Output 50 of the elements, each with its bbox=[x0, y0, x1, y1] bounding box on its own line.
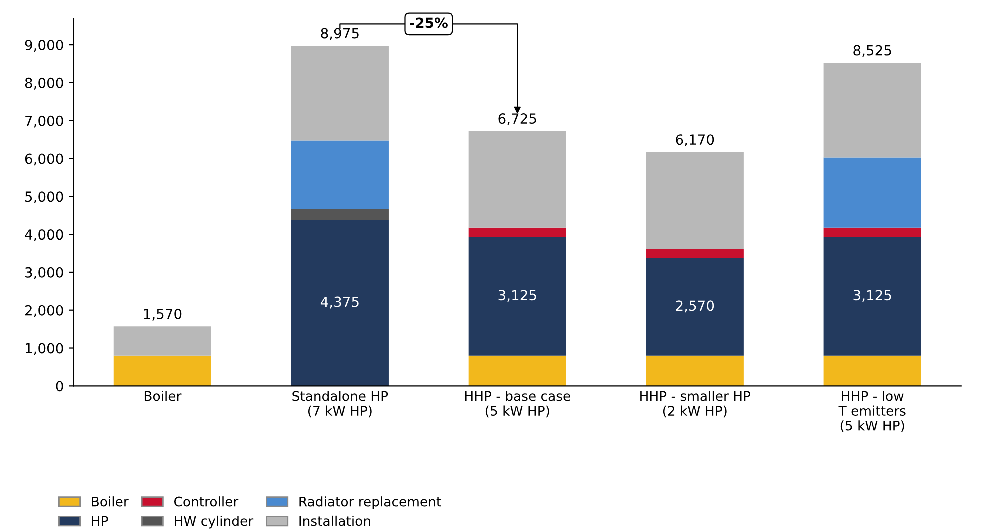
annotation: -25% bbox=[410, 18, 448, 28]
bar bbox=[468, 228, 566, 238]
y-tick-label: 5,000 bbox=[26, 192, 64, 204]
total-label: 1,570 bbox=[144, 308, 182, 321]
bar bbox=[114, 356, 212, 386]
data-label: 2,570 bbox=[676, 300, 714, 313]
bar bbox=[646, 248, 744, 258]
data-label: 3,125 bbox=[854, 290, 892, 302]
x-tick-label: HHP - smaller HP (2 kW HP) bbox=[640, 391, 751, 418]
y-tick-label: 1,000 bbox=[26, 343, 64, 356]
legend-label: HP bbox=[92, 516, 108, 526]
y-tick-label: 8,000 bbox=[25, 78, 64, 90]
bar bbox=[824, 228, 922, 238]
bar bbox=[291, 208, 389, 220]
bar bbox=[646, 152, 744, 249]
x-tick-label: Standalone HP (7 kW HP) bbox=[292, 391, 388, 418]
bar bbox=[824, 237, 922, 356]
y-tick-label: 4,000 bbox=[25, 230, 64, 242]
y-tick-label: 3,000 bbox=[26, 267, 64, 280]
data-label: 3,125 bbox=[498, 290, 536, 302]
legend-label: Boiler bbox=[92, 496, 129, 507]
y-tick-label: 6,000 bbox=[25, 154, 64, 166]
total-label: 8,975 bbox=[321, 28, 359, 40]
y-tick-label: 2,000 bbox=[25, 305, 64, 318]
x-tick-label: HHP - low T emitters (5 kW HP) bbox=[838, 391, 906, 432]
data-label: 4,375 bbox=[320, 296, 359, 309]
bar bbox=[824, 63, 922, 158]
total-label: 6,170 bbox=[676, 134, 714, 146]
total-label: 6,725 bbox=[498, 114, 536, 126]
y-tick-label: 0 bbox=[56, 381, 64, 392]
bar bbox=[114, 326, 212, 356]
legend-label: Installation bbox=[300, 516, 370, 526]
y-tick-label: 9,000 bbox=[25, 40, 64, 52]
legend-label: Controller bbox=[174, 496, 239, 507]
bar bbox=[646, 258, 744, 356]
bar bbox=[468, 356, 566, 386]
bar bbox=[468, 237, 566, 356]
bar bbox=[824, 356, 922, 386]
bar bbox=[291, 46, 389, 141]
y-tick-label: 7,000 bbox=[26, 116, 64, 128]
bar bbox=[468, 131, 566, 228]
bar bbox=[646, 356, 744, 386]
total-label: 8,525 bbox=[854, 45, 892, 58]
legend-label: HW cylinder bbox=[175, 516, 254, 529]
legend-label: Radiator replacement bbox=[300, 496, 442, 510]
bar bbox=[291, 140, 389, 209]
x-tick-label: HHP - base case (5 kW HP) bbox=[465, 391, 570, 418]
bar bbox=[824, 158, 922, 228]
bar bbox=[291, 220, 389, 386]
x-tick-label: Boiler bbox=[144, 391, 182, 402]
